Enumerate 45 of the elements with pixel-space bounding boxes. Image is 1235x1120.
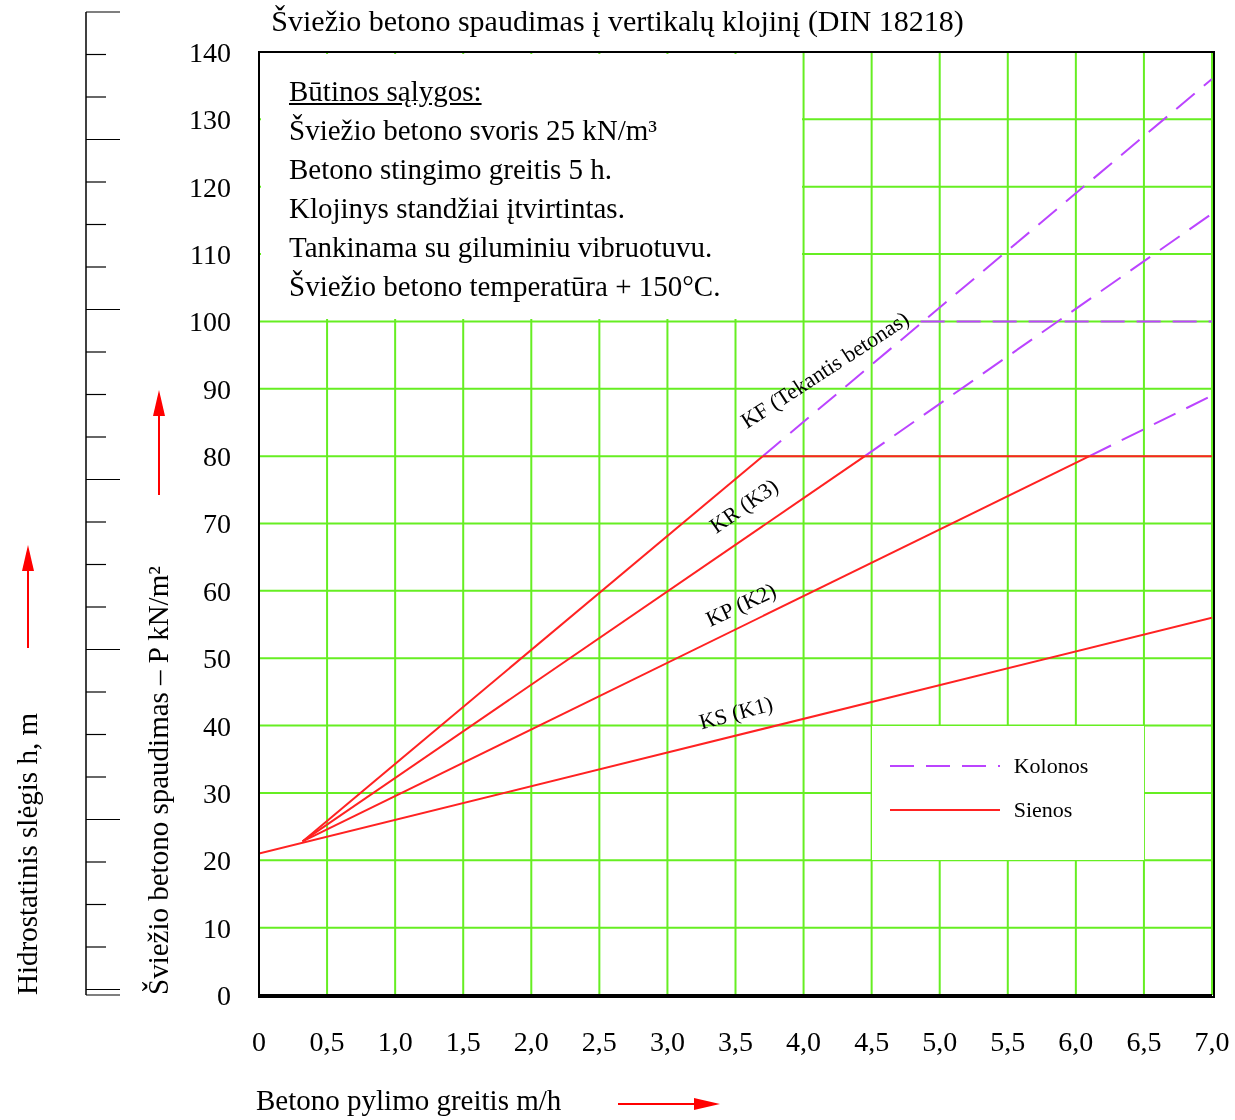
x-tick-label: 7,0 [1194,1025,1230,1057]
y-tick-label: 0 [217,979,231,1011]
y-tick-label: 40 [203,710,231,742]
y-tick-label: 20 [203,845,231,877]
x-tick-label: 0 [252,1025,266,1057]
y-tick-label: 50 [203,643,231,675]
x-tick-label: 5,5 [990,1025,1026,1057]
legend-label: Sienos [1013,796,1073,823]
annotation: KR (K3) [704,473,783,539]
y-axis-title: Šviežio betono spaudimas – P kN/m² [141,566,175,995]
x-tick-label: 3,5 [718,1025,753,1057]
x-tick-label: 2,5 [581,1025,617,1057]
y-tick-label: 60 [203,575,231,607]
y-tick-label: 30 [203,777,231,809]
x-axis-title: Betono pylimo greitis m/h [256,1084,562,1117]
x-tick-label: 4,0 [786,1025,822,1057]
y-tick-label: 10 [203,912,231,944]
text: Hidrostatinis slėgis h, m [10,713,44,995]
x-tick-label: 0,5 [309,1025,345,1057]
annotation: Būtinos sąlygos: [289,74,483,109]
y-tick-label: 120 [189,171,231,203]
y-tick-label: 140 [189,36,231,68]
x-tick-label: 2,0 [513,1025,549,1057]
y-tick-label: 100 [189,306,231,338]
y-tick-label: 90 [203,373,231,405]
legend-label: Kolonos [1013,752,1089,779]
annotation: Klojinys standžiai įtvirtintas. [289,191,626,226]
annotation: Betono stingimo greitis 5 h. [289,152,614,187]
x-tick-label: 5,0 [922,1025,958,1057]
annotation: Tankinama su giluminiu vibruotuvu. [289,230,714,265]
x-tick-label: 3,0 [649,1025,685,1057]
annotation: Šviežio betono temperatūra + 150°C. [289,269,722,304]
y-tick-label: 110 [190,239,231,271]
y-tick-label: 130 [189,104,231,136]
annotation: KP (K2) [701,577,781,633]
x-tick-label: 1,5 [445,1025,481,1057]
x-tick-label: 1,0 [377,1025,413,1057]
x-tick-label: 6,0 [1058,1025,1094,1057]
chart-title: Šviežio betono spaudimas į vertikalų klojinį (DIN 18218) [270,4,965,38]
x-tick-label: 4,5 [854,1025,890,1057]
annotation: Šviežio betono svoris 25 kN/m³ [289,113,658,148]
y-tick-label: 70 [203,508,231,540]
x-tick-label: 6,5 [1126,1025,1162,1057]
annotation: KS (K1) [695,691,776,736]
y-tick-label: 80 [203,441,231,473]
